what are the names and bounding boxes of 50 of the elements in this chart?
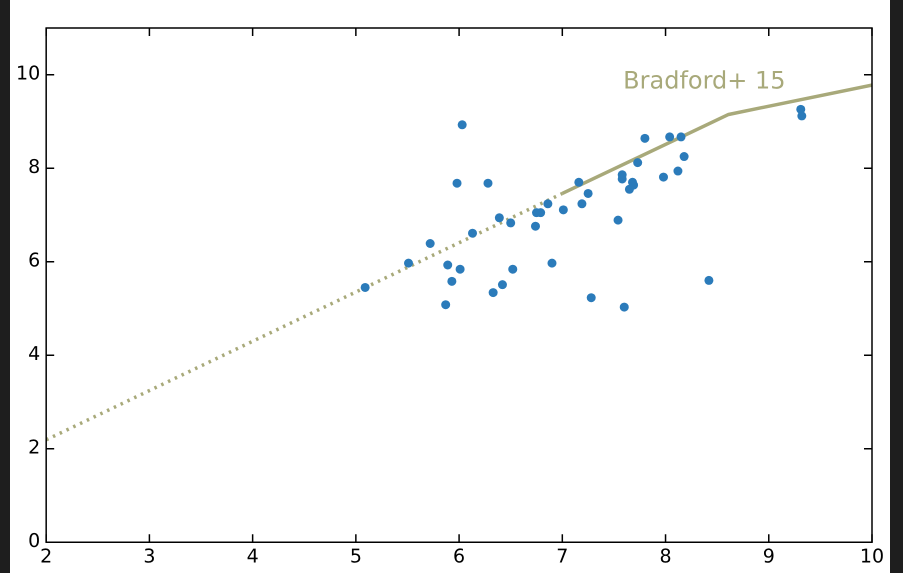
- point: [543, 199, 552, 208]
- point: [443, 260, 452, 270]
- point: [456, 264, 465, 274]
- x-tick-label: 3: [143, 546, 156, 568]
- annotation: Bradford+ 15: [623, 66, 786, 95]
- point: [665, 132, 674, 142]
- x-tick-label: 6: [453, 546, 466, 568]
- point: [468, 228, 478, 238]
- y-tick-label: 2: [28, 436, 40, 459]
- y-tick-label: 8: [28, 156, 40, 178]
- point: [498, 280, 507, 290]
- point: [614, 216, 623, 225]
- point: [360, 282, 370, 292]
- point: [640, 134, 650, 143]
- point: [426, 238, 435, 248]
- point: [680, 152, 689, 162]
- x-tick-label: 10: [860, 546, 884, 568]
- point: [797, 111, 806, 120]
- point: [447, 276, 456, 286]
- point: [494, 213, 504, 222]
- y-tick-label: 4: [28, 343, 40, 366]
- point: [704, 276, 714, 285]
- y-tick-label: 10: [16, 62, 40, 85]
- point: [483, 178, 492, 188]
- y-tick-label: 0: [28, 530, 40, 552]
- point: [676, 132, 686, 142]
- point: [658, 172, 668, 182]
- point: [633, 158, 642, 168]
- point: [404, 258, 414, 268]
- point: [673, 166, 682, 176]
- point: [547, 258, 556, 268]
- point: [586, 293, 596, 302]
- x-tick-label: 5: [350, 546, 362, 568]
- point: [508, 264, 518, 274]
- point: [458, 120, 467, 130]
- point: [584, 188, 593, 198]
- point: [620, 302, 629, 312]
- x-tick-label: 9: [762, 546, 775, 568]
- y-tick-label: 6: [28, 250, 40, 272]
- point: [577, 199, 586, 208]
- point: [574, 178, 584, 187]
- point: [558, 205, 568, 214]
- x-tick-label: 7: [556, 546, 568, 568]
- point: [488, 288, 498, 298]
- point: [452, 178, 462, 188]
- point: [506, 218, 516, 228]
- x-tick-label: 4: [246, 546, 259, 568]
- point: [530, 222, 540, 231]
- point: [441, 300, 450, 310]
- x-tick-label: 8: [659, 546, 672, 568]
